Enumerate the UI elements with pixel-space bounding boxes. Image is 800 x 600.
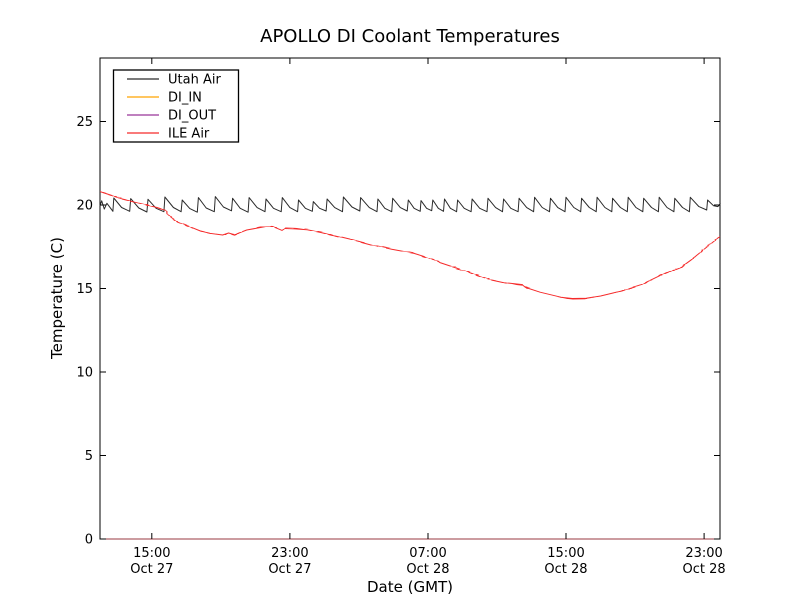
chart-title: APOLLO DI Coolant Temperatures [260,26,560,47]
y-tick-label: 10 [76,366,93,381]
x-tick-label-date: Oct 28 [544,562,587,577]
x-axis-label: Date (GMT) [367,578,453,596]
y-tick-label: 25 [76,115,93,130]
y-axis-label: Temperature (C) [48,237,66,360]
series-line-utah-air [99,196,721,213]
x-tick-label-date: Oct 27 [268,562,311,577]
legend-item-label: ILE Air [168,127,210,142]
legend-item-label: DI_OUT [168,109,216,124]
x-tick-label-time: 23:00 [271,546,308,561]
x-tick-label-time: 15:00 [547,546,584,561]
legend-box [112,69,240,143]
y-tick-label: 0 [85,533,93,548]
y-tick-label: 15 [76,282,93,297]
y-tick-label: 5 [85,449,93,464]
series-layer [99,191,721,540]
legend: Utah Air DI_IN DI_OUT ILE Air [112,69,240,143]
x-tick-label-date: Oct 28 [406,562,449,577]
series-line-ile-air [99,191,721,299]
x-tick-label-time: 23:00 [685,546,722,561]
legend-item-label: Utah Air [168,73,221,88]
y-tick-label: 20 [76,199,93,214]
x-tick-label-time: 15:00 [133,546,170,561]
legend-item-label: DI_IN [168,91,202,106]
x-tick-label-time: 07:00 [409,546,446,561]
x-tick-label-date: Oct 28 [683,562,726,577]
x-tick-label-date: Oct 27 [130,562,173,577]
